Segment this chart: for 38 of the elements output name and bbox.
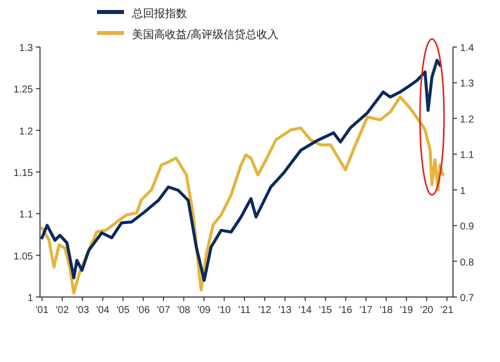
x-tick-label: '21 <box>440 305 454 316</box>
y2-tick-label: 1.2 <box>460 114 474 126</box>
x-tick-label: '05 <box>116 305 130 316</box>
x-tick-label: '06 <box>136 305 150 316</box>
x-tick-label: '17 <box>359 305 373 316</box>
y-tick-label: 1.3 <box>19 43 34 54</box>
y2-tick-label: 1.3 <box>460 78 474 90</box>
y-tick-label: 1.2 <box>19 126 34 138</box>
x-tick-label: '02 <box>56 305 70 316</box>
y2-tick-label: 0.9 <box>460 222 474 233</box>
y-tick-label: 1 <box>27 293 34 304</box>
y-tick-label: 1.25 <box>14 84 34 96</box>
x-tick-label: '15 <box>318 305 332 316</box>
x-tick-label: '03 <box>76 305 90 316</box>
y2-tick-label: 1.1 <box>460 150 474 162</box>
x-tick-label: '12 <box>258 305 272 316</box>
x-tick-label: '07 <box>156 305 170 316</box>
y-tick-label: 1.1 <box>19 210 34 221</box>
legend-label: 总回报指数 <box>131 7 187 20</box>
x-tick-label: '09 <box>197 305 211 316</box>
y-tick-label: 1.05 <box>14 251 34 262</box>
x-tick-label: '01 <box>36 305 49 316</box>
x-tick-label: '11 <box>238 305 252 316</box>
y2-tick-label: 0.8 <box>460 257 474 268</box>
y-tick-label: 1.15 <box>14 168 34 179</box>
legend-label: 美国高收益/高评级信贷总收入 <box>132 28 279 41</box>
x-tick-label: '14 <box>298 305 312 316</box>
x-tick-label: '20 <box>420 305 434 316</box>
y2-tick-label: 1 <box>460 186 466 197</box>
x-tick-label: '04 <box>96 305 110 316</box>
y2-tick-label: 1.4 <box>460 43 474 54</box>
x-tick-label: '10 <box>218 305 232 316</box>
x-tick-label: '16 <box>339 305 353 316</box>
x-tick-label: '13 <box>278 305 292 316</box>
x-tick-label: '19 <box>400 305 414 316</box>
x-tick-label: '08 <box>177 305 191 316</box>
y2-tick-label: 0.7 <box>460 293 474 304</box>
x-tick-label: '18 <box>380 305 394 316</box>
